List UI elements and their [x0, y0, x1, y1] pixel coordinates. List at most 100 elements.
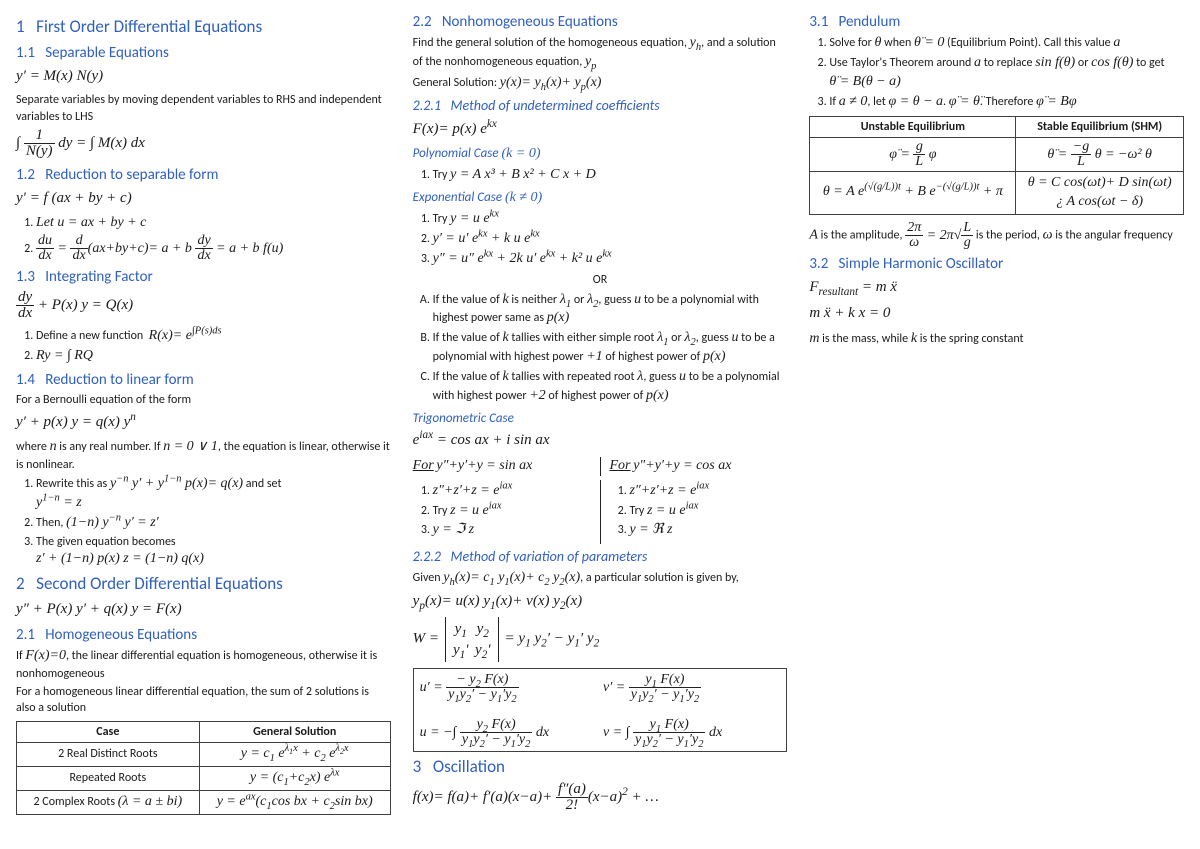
cell: 2 Complex Roots (λ = a ± bi) [17, 790, 200, 814]
trig-sub-steps: z″+z′+z = eiax Try z = u eiax y = ℑ z z″… [413, 480, 788, 545]
col-case: Case [17, 721, 200, 742]
eq-reduction: y′ = f (ax + by + c) [16, 188, 391, 208]
cell: θ = C cos(ωt)+ D sin(ωt)¿ A cos(ωt − δ) [1016, 172, 1184, 215]
poly-steps: Try y = A x³ + B x² + C x + D [433, 166, 788, 185]
list-item: Rewrite this as y−n y′ + y1−n p(x)= q(x)… [36, 475, 391, 513]
eq-integrating-factor: dydx + P(x) y = Q(x) [16, 290, 391, 321]
eq-undetermined: F(x)= p(x) ekx [413, 119, 788, 139]
sec-title: Reduction to linear form [45, 371, 194, 389]
homogeneous-note-2: For a homogeneous linear differential eq… [16, 684, 391, 716]
sec-num: 2 [16, 573, 25, 594]
list-item: z″+z′+z = eiax [433, 482, 591, 501]
eq-bernoulli: y′ + p(x) y = q(x) yn [16, 412, 391, 432]
list-item: Try y = A x³ + B x² + C x + D [433, 166, 788, 185]
trig-sin-col: For y″+y′+y = sin ax [413, 457, 591, 476]
list-item: Then, (1−n) y−n y′ = z′ [36, 514, 391, 533]
for-cos: For [609, 458, 630, 473]
exp-cases: If the value of k is neither λ1 or λ2, g… [433, 291, 788, 406]
list-item: The given equation becomes z′ + (1−n) p(… [36, 534, 391, 569]
cell: Repeated Roots [17, 766, 200, 790]
gs-label: General Solution: [413, 76, 497, 90]
sho-note: m is the mass, while k is the spring con… [809, 330, 1184, 349]
sec-2-2-2-heading: 2.2.2 Method of variation of parameters [413, 548, 788, 567]
sec-num: 2.2.2 [413, 548, 441, 565]
sec-1-3-heading: 1.3 Integrating Factor [16, 267, 391, 287]
sec-title: Integrating Factor [45, 268, 153, 286]
integrating-factor-steps: Define a new function R(x)= e∫P(s)ds Ry … [36, 327, 391, 366]
list-item: Solve for θ when θ̈ = 0 (Equilibrium Poi… [829, 34, 1184, 53]
list-item: Define a new function R(x)= e∫P(s)ds [36, 327, 391, 346]
sec-1-2-heading: 1.2 Reduction to separable form [16, 165, 391, 185]
sec-num: 3.1 [809, 13, 828, 31]
list-item: Try z = u eiax [433, 502, 591, 521]
list-item: If the value of k is neither λ1 or λ2, g… [433, 291, 788, 329]
sec-title: First Order Differential Equations [36, 16, 262, 37]
list-item: If the value of k tallies with repeated … [433, 368, 788, 406]
sec-num: 1 [16, 16, 25, 37]
sec-num: 1.2 [16, 166, 35, 184]
cell: y = eax(c1cos bx + c2sin bx) [199, 790, 390, 814]
list-item: Use Taylor's Theorem around a to replace… [829, 54, 1184, 92]
sec-3-2-heading: 3.2 Simple Harmonic Oscillator [809, 254, 1184, 274]
amp-note: A is the amplitude, 2πω = 2π√Lg is the p… [809, 221, 1184, 250]
sec-title: Reduction to separable form [45, 166, 218, 184]
list-item: Ry = ∫ RQ [36, 347, 391, 366]
exp-steps: Try y = u ekx y′ = u′ ekx + k u ekx y″ =… [433, 210, 788, 269]
col-solution: General Solution [199, 721, 390, 742]
list-item: y″ = u″ ekx + 2k u′ ekx + k² u ekx [433, 250, 788, 269]
list-item: Try z = u eiax [629, 502, 787, 521]
list-item: If the value of k tallies with either si… [433, 329, 788, 367]
cos-sub: z″+z′+z = eiax Try z = u eiax y = ℜ z [600, 480, 787, 545]
table-row: Repeated Roots y = (c1+c2x) eλx [17, 766, 391, 790]
list-item: Try y = u ekx [433, 210, 788, 229]
sin-sub-list: z″+z′+z = eiax Try z = u eiax y = ℑ z [433, 482, 591, 541]
eq-sho-f: Fresultant = m ẍ [809, 277, 1184, 297]
col-unstable: Unstable Equilibrium [810, 116, 1016, 137]
sec-num: 3 [413, 756, 422, 777]
sec-3-1-heading: 3.1 Pendulum [809, 12, 1184, 32]
sec-num: 2.2 [413, 13, 432, 31]
cell: θ̈ = −gL θ = −ω² θ [1016, 138, 1184, 172]
list-item: y = ℜ z [629, 521, 787, 540]
cell: θ = A e(√(g/L))t + B e−(√(g/L))t + π [810, 172, 1016, 215]
sec-num: 2.1 [16, 626, 35, 644]
cos-sub-list: z″+z′+z = eiax Try z = u eiax y = ℜ z [629, 482, 787, 541]
list-item: dudx = ddx(ax+by+c)= a + b dydx = a + b … [36, 234, 391, 263]
bernoulli-note: where n is any real number. If n = 0 ∨ 1… [16, 438, 391, 473]
homogeneous-note-1: If F(x)=0, the linear differential equat… [16, 647, 391, 682]
eq-wronskian: W = y1y2 y1′y2′ = y1 y2′ − y1′ y2 [413, 617, 788, 662]
for-sin: For [413, 458, 434, 473]
sec-num: 1.3 [16, 268, 35, 286]
eq-euler: eiax = cos ax + i sin ax [413, 430, 788, 450]
list-item: y = ℑ z [433, 521, 591, 540]
sec-title: Pendulum [839, 13, 901, 31]
sec-num: 3.2 [809, 255, 828, 273]
sec-2-1-heading: 2.1 Homogeneous Equations [16, 625, 391, 645]
variation-given: Given yh(x)= c1 y1(x)+ c2 y2(x), a parti… [413, 569, 788, 588]
trig-case-label: Trigonometric Case [413, 410, 788, 428]
sec-title: Simple Harmonic Oscillator [839, 255, 1004, 273]
sec-title: Second Order Differential Equations [36, 573, 283, 594]
sec-num: 1.4 [16, 371, 35, 389]
cell: y = c1 eλ1x + c2 eλ2x [199, 742, 390, 766]
cell: 2 Real Distinct Roots [17, 742, 200, 766]
eq-separable-int: ∫ 1N(y) dy = ∫ M(x) dx [16, 128, 391, 159]
exp-case-label: Exponential Case (k ≠ 0) [413, 189, 788, 208]
eq-yp: yp(x)= u(x) y1(x)+ v(x) y2(x) [413, 591, 788, 611]
sec-title: Homogeneous Equations [45, 626, 197, 644]
eq-taylor: f(x)= f(a)+ f′(a)(x−a)+ f″(a)2!(x−a)2 + … [413, 782, 788, 813]
sec-2-2-1-heading: 2.2.1 Method of undetermined coefficient… [413, 97, 788, 116]
sec-title: Separable Equations [45, 44, 169, 62]
sec-3-heading: 3 Oscillation [413, 756, 788, 779]
sec-2-2-heading: 2.2 Nonhomogeneous Equations [413, 12, 788, 32]
reduction-steps: Let u = ax + by + c dudx = ddx(ax+by+c)=… [36, 214, 391, 263]
v-col: v′ = y1 F(x)y1y2′ − y1′y2 v = ∫ y1 F(x)y… [603, 673, 780, 747]
poly-case-label: Polynomial Case (k = 0) [413, 145, 788, 164]
list-item: y′ = u′ ekx + k u ekx [433, 230, 788, 249]
sec-title: Nonhomogeneous Equations [442, 13, 618, 31]
table-row: θ = A e(√(g/L))t + B e−(√(g/L))t + π θ =… [810, 172, 1184, 215]
eq-separable: y′ = M(x) N(y) [16, 66, 391, 86]
table-row: Unstable Equilibrium Stable Equilibrium … [810, 116, 1184, 137]
nonhom-note: Find the general solution of the homogen… [413, 34, 788, 72]
trig-two-col: For y″+y′+y = sin ax For y″+y′+y = cos a… [413, 457, 788, 476]
